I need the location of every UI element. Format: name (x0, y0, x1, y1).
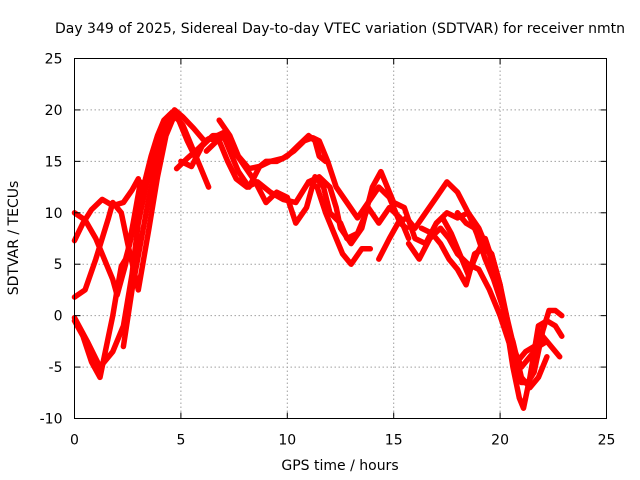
y-tick-label: 10 (45, 206, 63, 222)
x-axis-label: GPS time / hours (281, 458, 398, 474)
y-tick-label: 5 (54, 257, 63, 273)
y-tick-label: 25 (45, 52, 63, 68)
series-track-16 (418, 225, 550, 370)
y-axis-label: SDTVAR / TECUs (6, 181, 22, 296)
y-tick-labels: -10 -5 0 5 10 15 20 25 (40, 52, 63, 428)
data-traces (71, 107, 565, 411)
x-tick-label: 10 (278, 433, 296, 449)
y-tick-label: -5 (49, 360, 63, 376)
y-tick-label: 20 (45, 103, 63, 119)
series-track-3 (71, 112, 199, 370)
series-track-10 (216, 117, 410, 231)
y-tick-label: 0 (54, 309, 63, 325)
axis-ticks (74, 58, 607, 419)
x-tick-label: 15 (385, 433, 403, 449)
chart-title: Day 349 of 2025, Sidereal Day-to-day VTE… (55, 21, 625, 37)
plot-frame (74, 58, 607, 419)
x-tick-label: 25 (598, 433, 616, 449)
series-track-5 (71, 112, 212, 300)
x-tick-label: 5 (176, 433, 185, 449)
x-tick-labels: 0 5 10 15 20 25 (70, 433, 615, 449)
series-track-7 (173, 135, 374, 267)
y-tick-label: 15 (45, 154, 63, 170)
x-tick-label: 20 (491, 433, 509, 449)
x-tick-label: 0 (70, 433, 79, 449)
series-track-4 (71, 109, 176, 381)
series-track-15 (454, 210, 565, 411)
y-tick-label: -10 (40, 412, 63, 428)
